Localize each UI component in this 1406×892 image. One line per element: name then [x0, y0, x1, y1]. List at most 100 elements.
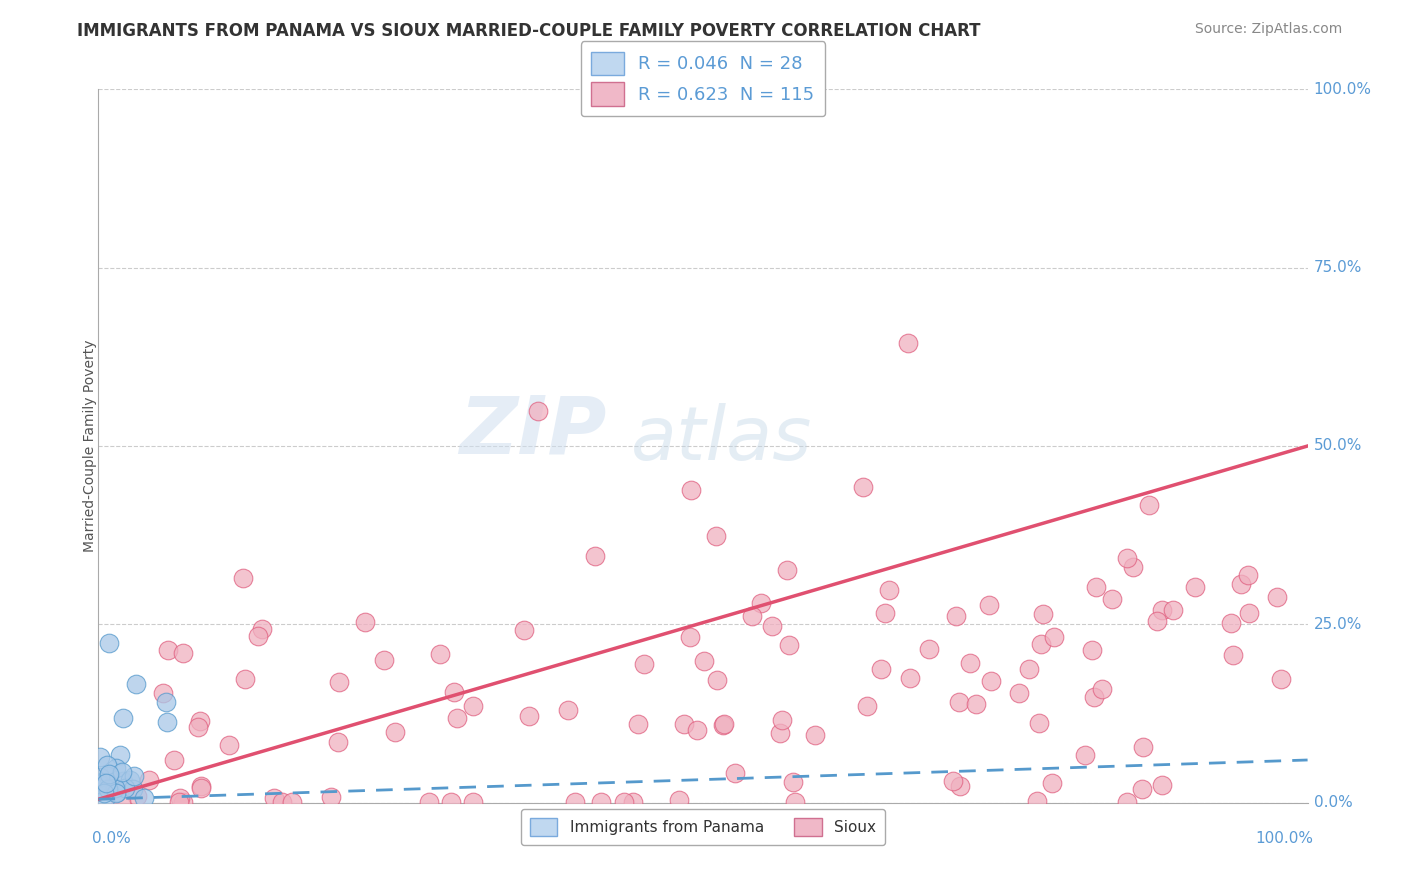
- Point: [869, 662, 891, 676]
- Point: [527, 404, 550, 418]
- Point: [156, 642, 179, 657]
- Point: [1116, 795, 1139, 809]
- Point: [949, 779, 972, 793]
- Point: [446, 711, 468, 725]
- Point: [1150, 603, 1173, 617]
- Point: [713, 717, 735, 731]
- Point: [1101, 591, 1123, 606]
- Point: [218, 738, 240, 752]
- Point: [1130, 781, 1153, 796]
- Point: [111, 764, 134, 779]
- Point: [673, 717, 696, 731]
- Point: [1265, 590, 1288, 604]
- Point: [761, 619, 783, 633]
- Point: [172, 795, 194, 809]
- Point: [613, 795, 636, 809]
- Point: [1025, 794, 1047, 808]
- Point: [1031, 637, 1053, 651]
- Text: ZIP: ZIP: [458, 392, 606, 471]
- Point: [190, 779, 212, 793]
- Point: [770, 714, 793, 728]
- Point: [1146, 614, 1168, 628]
- Point: [979, 598, 1001, 612]
- Point: [97, 781, 120, 796]
- Point: [187, 720, 209, 734]
- Point: [668, 793, 690, 807]
- Point: [1074, 748, 1097, 763]
- Point: [1132, 740, 1154, 755]
- Point: [877, 583, 900, 598]
- Point: [98, 767, 121, 781]
- Point: [782, 775, 804, 789]
- Point: [693, 654, 716, 668]
- Point: [167, 795, 190, 809]
- Point: [804, 728, 827, 742]
- Point: [373, 652, 395, 666]
- Point: [104, 786, 127, 800]
- Point: [121, 781, 143, 796]
- Point: [942, 774, 965, 789]
- Point: [326, 735, 349, 749]
- Point: [152, 686, 174, 700]
- Text: 100.0%: 100.0%: [1313, 82, 1372, 96]
- Point: [633, 657, 655, 672]
- Point: [1137, 499, 1160, 513]
- Point: [271, 795, 294, 809]
- Point: [785, 795, 807, 809]
- Point: [724, 765, 747, 780]
- Point: [429, 647, 451, 661]
- Point: [108, 747, 131, 762]
- Point: [138, 772, 160, 787]
- Point: [918, 642, 941, 657]
- Point: [104, 781, 127, 796]
- Point: [965, 697, 987, 711]
- Text: 100.0%: 100.0%: [1256, 831, 1313, 847]
- Point: [91, 775, 114, 789]
- Point: [980, 673, 1002, 688]
- Point: [353, 615, 375, 629]
- Point: [591, 795, 613, 809]
- Point: [172, 646, 194, 660]
- Point: [898, 671, 921, 685]
- Point: [875, 606, 897, 620]
- Point: [246, 629, 269, 643]
- Y-axis label: Married-Couple Family Poverty: Married-Couple Family Poverty: [83, 340, 97, 552]
- Point: [1237, 567, 1260, 582]
- Point: [1042, 630, 1064, 644]
- Point: [263, 790, 285, 805]
- Point: [443, 685, 465, 699]
- Point: [94, 776, 117, 790]
- Point: [1222, 648, 1244, 662]
- Point: [105, 784, 128, 798]
- Point: [627, 716, 650, 731]
- Point: [713, 718, 735, 732]
- Point: [1081, 643, 1104, 657]
- Point: [96, 758, 118, 772]
- Point: [852, 480, 875, 494]
- Point: [163, 752, 186, 766]
- Point: [122, 769, 145, 783]
- Point: [583, 549, 606, 563]
- Point: [440, 795, 463, 809]
- Point: [775, 563, 797, 577]
- Point: [1161, 603, 1184, 617]
- Point: [328, 674, 350, 689]
- Point: [97, 768, 120, 782]
- Text: Source: ZipAtlas.com: Source: ZipAtlas.com: [1195, 22, 1343, 37]
- Point: [517, 708, 540, 723]
- Point: [418, 795, 440, 809]
- Text: 75.0%: 75.0%: [1313, 260, 1362, 275]
- Text: 0.0%: 0.0%: [93, 831, 131, 847]
- Point: [741, 609, 763, 624]
- Point: [1219, 615, 1241, 630]
- Legend: Immigrants from Panama, Sioux: Immigrants from Panama, Sioux: [520, 809, 886, 845]
- Point: [188, 714, 211, 728]
- Point: [1040, 776, 1063, 790]
- Point: [1083, 690, 1105, 704]
- Point: [120, 772, 142, 787]
- Point: [250, 623, 273, 637]
- Point: [769, 726, 792, 740]
- Point: [1184, 580, 1206, 594]
- Point: [1028, 716, 1050, 731]
- Point: [94, 791, 117, 805]
